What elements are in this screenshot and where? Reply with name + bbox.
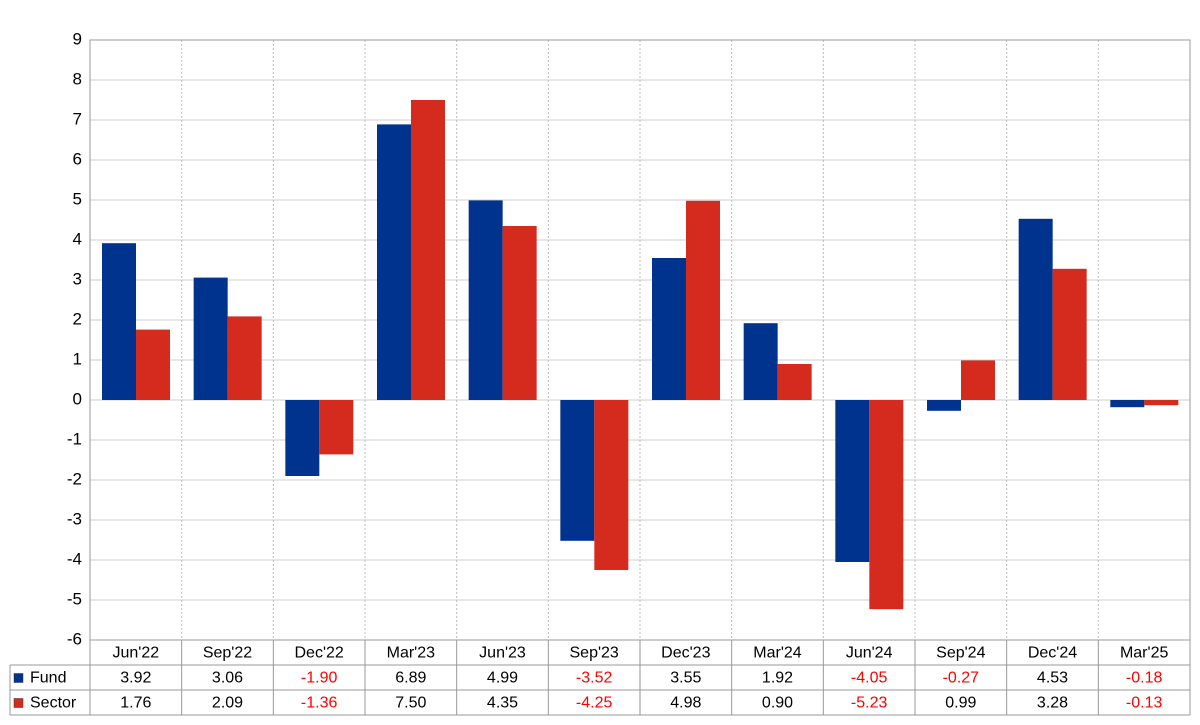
bar (227, 316, 262, 400)
bar (468, 200, 503, 400)
y-tick-label: -3 (67, 509, 82, 528)
x-tick-label: Mar'25 (1120, 645, 1169, 662)
bar (1018, 218, 1053, 400)
y-tick-label: 8 (73, 69, 82, 88)
value-label: 4.53 (1037, 670, 1068, 687)
bar (285, 400, 320, 476)
y-tick-label: 6 (73, 149, 82, 168)
bar (652, 258, 686, 400)
value-label: 1.92 (762, 670, 793, 687)
bar (319, 400, 354, 455)
bar (1110, 400, 1145, 408)
value-label: -4.25 (576, 695, 613, 712)
value-label: -3.52 (576, 670, 613, 687)
value-label: 4.35 (487, 695, 518, 712)
y-tick-label: -5 (67, 589, 82, 608)
value-label: 2.09 (212, 695, 243, 712)
x-tick-label: Jun'23 (479, 645, 526, 662)
value-label: 3.06 (212, 670, 243, 687)
value-label: 3.92 (120, 670, 151, 687)
y-tick-label: -4 (67, 549, 82, 568)
x-tick-label: Dec'24 (1028, 645, 1077, 662)
y-tick-label: 1 (73, 349, 82, 368)
bar (927, 400, 961, 411)
y-tick-label: 9 (73, 29, 82, 48)
bar (777, 364, 812, 400)
value-label: -5.23 (851, 695, 888, 712)
bar (835, 400, 870, 562)
value-label: -4.05 (851, 670, 888, 687)
x-tick-label: Jun'22 (113, 645, 160, 662)
bar (869, 400, 904, 610)
x-tick-label: Mar'23 (387, 645, 436, 662)
bar (136, 329, 170, 400)
value-label: 6.89 (395, 670, 426, 687)
bar (102, 243, 136, 400)
y-tick-label: -1 (67, 429, 82, 448)
legend-swatch (13, 698, 24, 708)
bar (193, 277, 228, 400)
y-tick-label: -6 (67, 629, 82, 648)
x-tick-label: Sep'23 (570, 645, 619, 662)
x-tick-label: Jun'24 (846, 645, 893, 662)
value-label: 7.50 (395, 695, 426, 712)
y-tick-label: 2 (73, 309, 82, 328)
bar (961, 360, 995, 400)
bar (743, 323, 778, 400)
y-tick-label: 3 (73, 269, 82, 288)
legend-swatch (13, 673, 24, 683)
y-tick-label: 5 (73, 189, 82, 208)
y-tick-label: 4 (73, 229, 82, 248)
x-tick-label: Dec'22 (295, 645, 344, 662)
value-label: 4.99 (487, 670, 518, 687)
y-tick-label: 0 (73, 389, 82, 408)
x-tick-label: Sep'22 (203, 645, 252, 662)
x-tick-label: Sep'24 (936, 645, 985, 662)
bar (377, 124, 411, 401)
value-label: -0.13 (1126, 695, 1163, 712)
y-tick-label: -2 (67, 469, 82, 488)
bar (1144, 400, 1179, 406)
value-label: 3.55 (670, 670, 701, 687)
y-tick-label: 7 (73, 109, 82, 128)
value-label: -0.18 (1126, 670, 1163, 687)
x-tick-label: Dec'23 (661, 645, 710, 662)
bar (594, 400, 629, 570)
x-tick-label: Mar'24 (753, 645, 802, 662)
value-label: 0.99 (945, 695, 976, 712)
bar (560, 400, 595, 541)
bar (1052, 268, 1087, 400)
value-label: 4.98 (670, 695, 701, 712)
value-label: -1.36 (301, 695, 338, 712)
legend-label: Sector (30, 695, 77, 712)
value-label: 3.28 (1037, 695, 1068, 712)
bar (502, 226, 537, 400)
value-label: 0.90 (762, 695, 793, 712)
value-label: 1.76 (120, 695, 151, 712)
legend-label: Fund (30, 670, 66, 687)
value-label: -0.27 (943, 670, 980, 687)
bar (411, 100, 445, 400)
bar (686, 200, 720, 400)
value-label: -1.90 (301, 670, 338, 687)
